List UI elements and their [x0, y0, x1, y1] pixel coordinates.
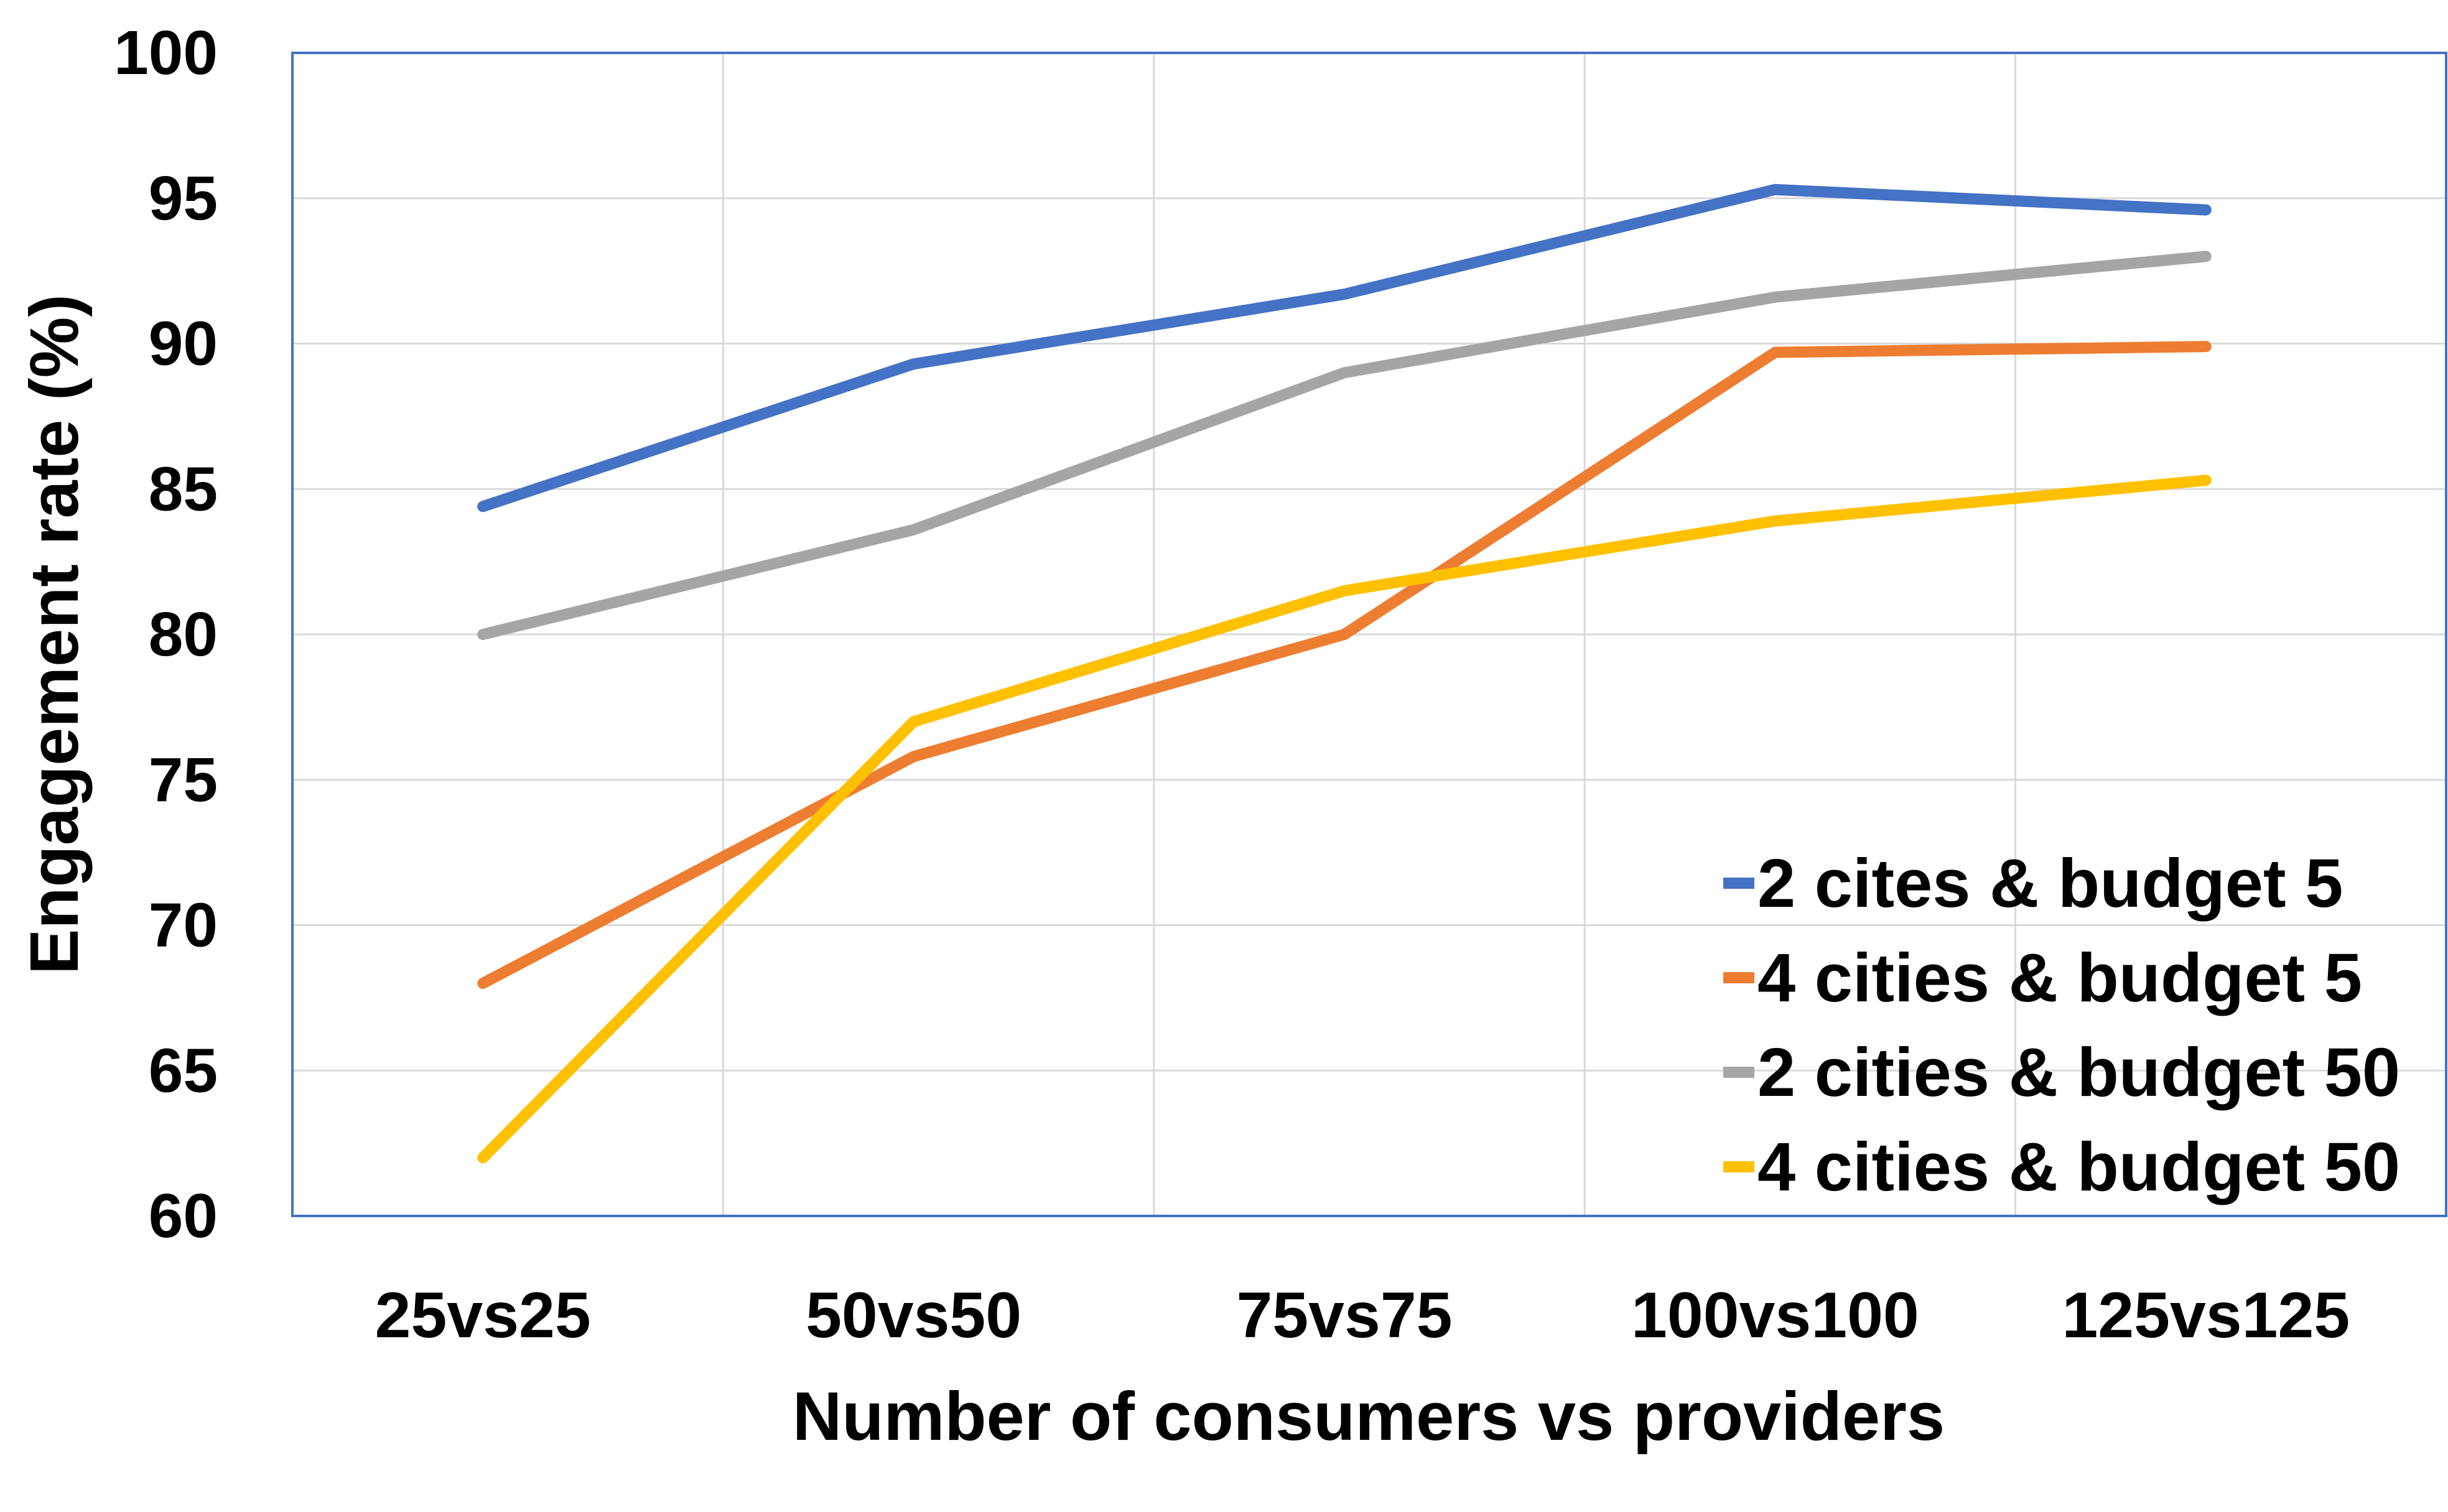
- legend-label: 2 cities & budget 50: [1757, 1034, 2400, 1111]
- x-tick-label: 125vs125: [2062, 1279, 2350, 1352]
- y-tick-label: 65: [149, 1036, 218, 1105]
- y-axis-title: Engagement rate (%): [16, 294, 93, 975]
- legend-label: 4 cities & budget 5: [1757, 940, 2362, 1016]
- y-tick-label: 90: [149, 309, 218, 379]
- series-line-1: [477, 183, 2212, 513]
- y-axis-ticks: 60 65 70 75 80 85 90 95 100: [114, 18, 218, 1251]
- legend-label: 2 cites & budget 5: [1757, 845, 2343, 922]
- series-line-2: [477, 341, 2212, 989]
- x-tick-label: 100vs100: [1631, 1279, 1919, 1352]
- x-tick-label: 25vs25: [375, 1279, 591, 1352]
- legend-label: 4 cities & budget 50: [1757, 1129, 2400, 1205]
- x-tick-label: 50vs50: [806, 1279, 1022, 1352]
- y-tick-label: 75: [149, 745, 218, 815]
- y-tick-label: 100: [114, 18, 218, 88]
- x-tick-label: 75vs75: [1236, 1279, 1452, 1352]
- y-tick-label: 85: [149, 454, 218, 524]
- series-lines: [477, 183, 2212, 1164]
- series-line-4: [477, 475, 2212, 1164]
- y-tick-label: 95: [149, 164, 218, 233]
- y-tick-label: 80: [149, 600, 218, 669]
- series-line-3: [477, 251, 2212, 640]
- x-axis-ticks: 25vs25 50vs50 75vs75 100vs100 125vs125: [375, 1279, 2350, 1352]
- y-tick-label: 70: [149, 891, 218, 960]
- legend: 2 cites & budget 5 4 cities & budget 5 2 c…: [1723, 845, 2400, 1205]
- plot-area-border: [291, 52, 2447, 1217]
- x-axis-title: Number of consumers vs providers: [793, 1378, 1945, 1455]
- y-tick-label: 60: [149, 1181, 218, 1251]
